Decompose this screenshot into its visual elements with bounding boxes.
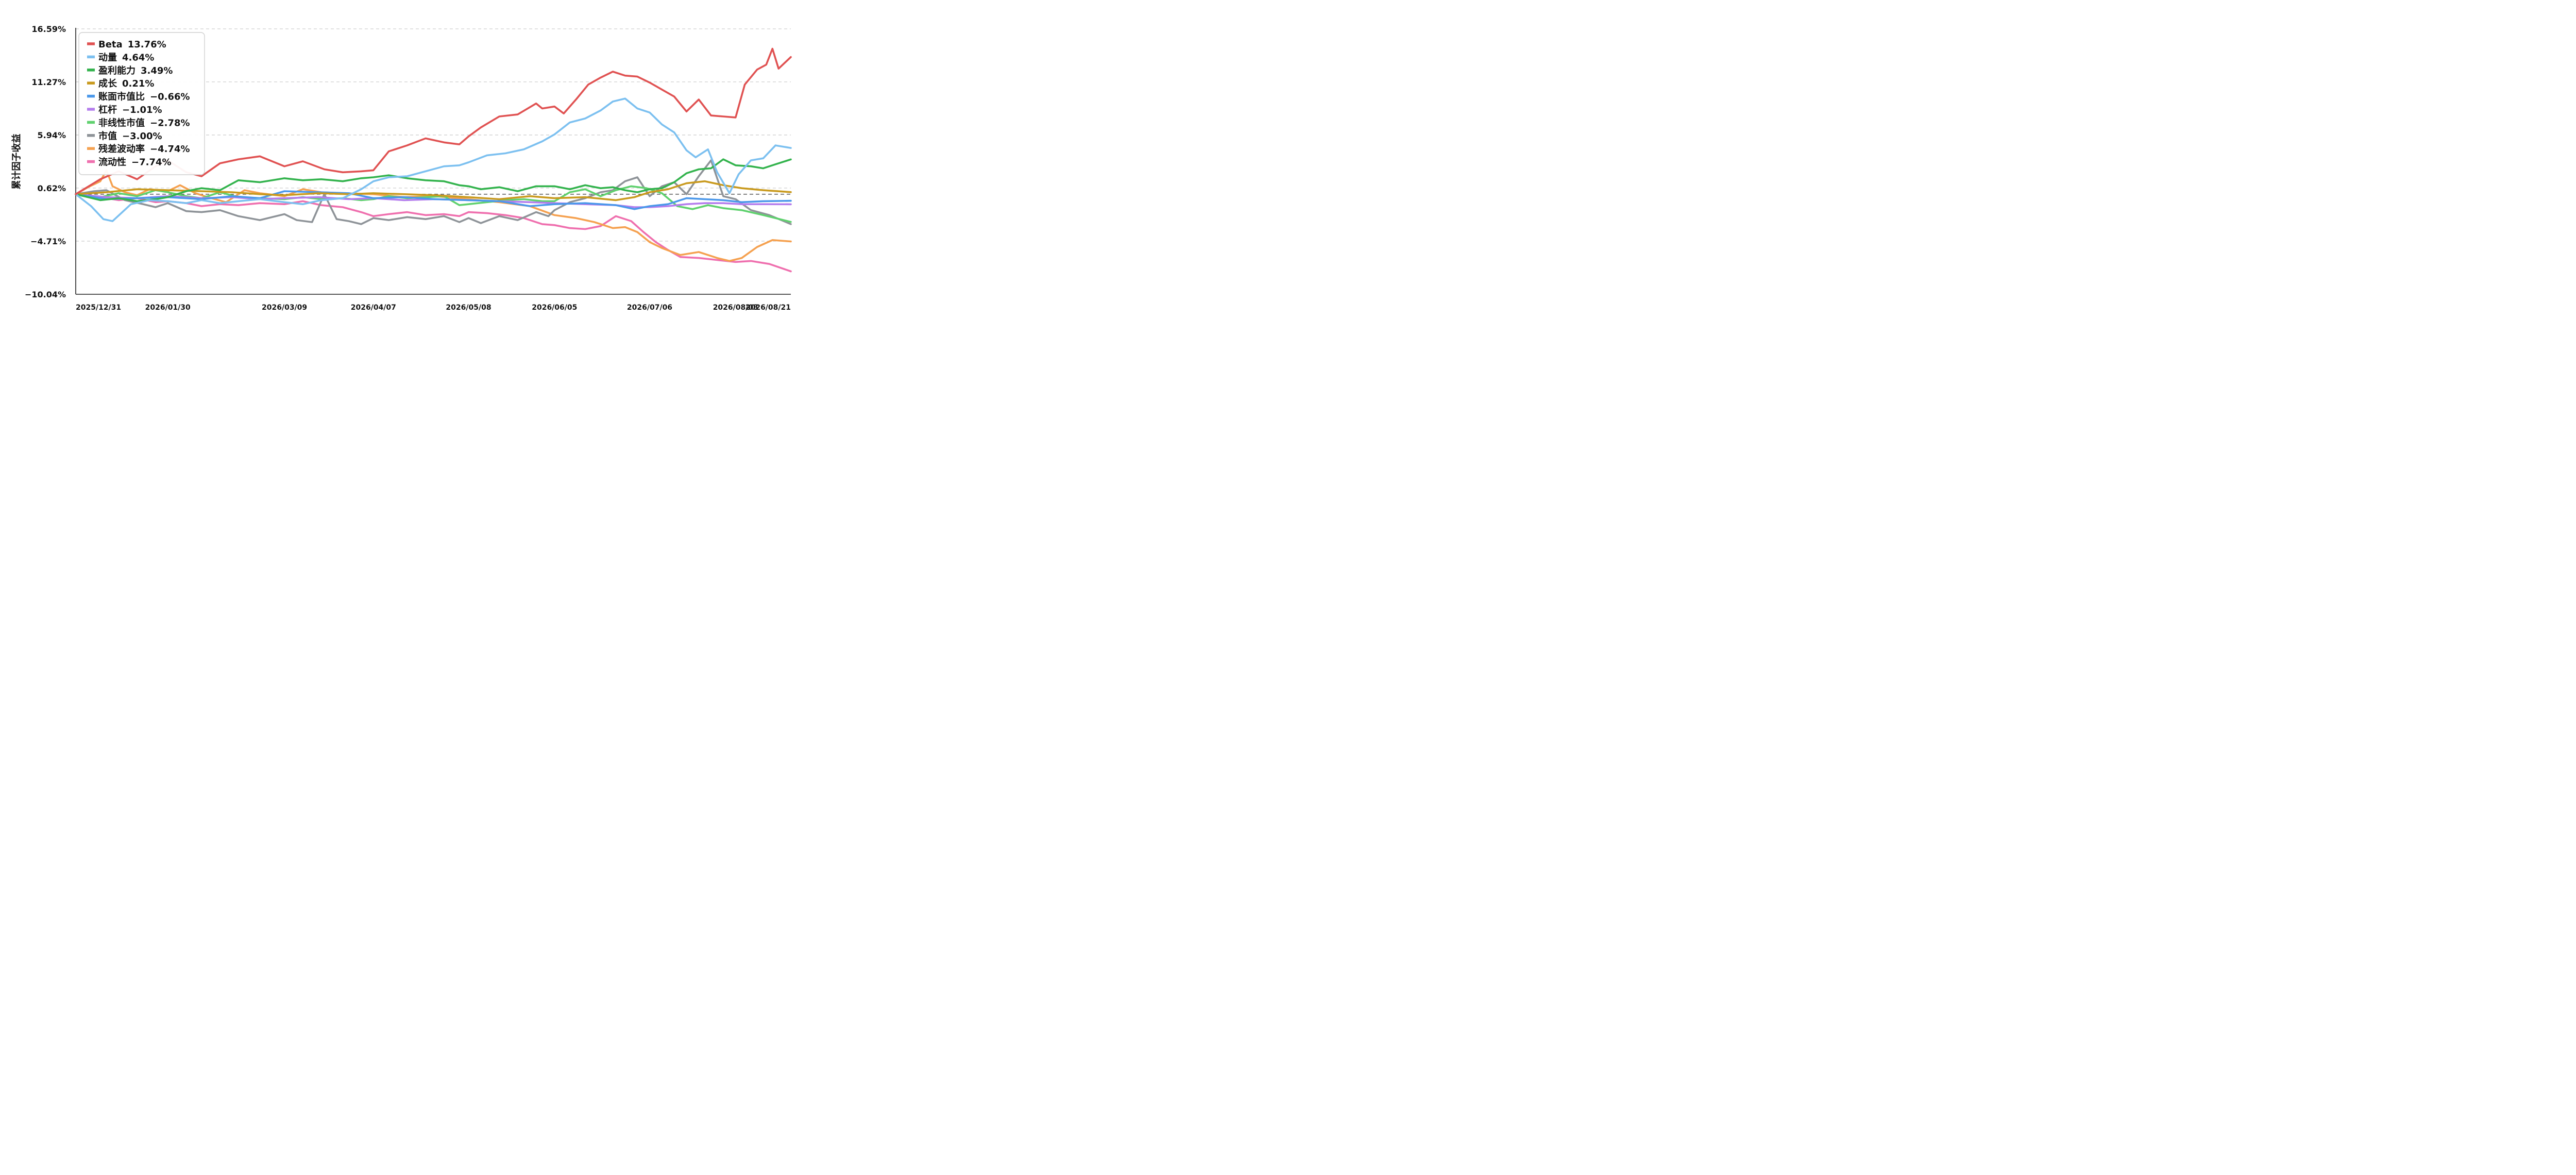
y-tick-label: 16.59% [31, 24, 66, 34]
legend-label: 非线性市值 −2.78% [98, 117, 190, 128]
legend-label: 账面市值比 −0.66% [98, 91, 190, 103]
legend-label: Beta 13.76% [98, 39, 166, 50]
legend-series-name: 非线性市值 [98, 117, 145, 128]
chart-canvas: 16.59% 11.27% 5.94% 0.62% −4.71% −10.04% 2025/… [11, 24, 792, 312]
legend-series-value: 3.49% [141, 65, 173, 76]
y-tick-label: 0.62% [37, 183, 66, 193]
legend-label: 流动性 −7.74% [98, 157, 172, 168]
legend-series-value: −2.78% [150, 118, 190, 128]
y-tick-label: 11.27% [31, 77, 66, 87]
legend-label: 盈利能力 3.49% [98, 65, 173, 76]
x-tick-label: 2026/01/30 [145, 304, 191, 312]
legend-series-name: 流动性 [98, 157, 126, 168]
x-tick-label: 2026/08/03 [713, 304, 758, 312]
series-line-3 [75, 158, 792, 203]
legend-label: 市值 −3.00% [98, 130, 162, 142]
y-tick-label: −10.04% [25, 290, 66, 299]
legend-series-name: Beta [98, 39, 123, 50]
x-tick-label: 2026/08/21 [745, 304, 791, 312]
legend-series-value: 0.21% [122, 78, 154, 89]
legend-series-value: 4.64% [122, 52, 154, 63]
legend-series-name: 动量 [98, 52, 117, 63]
legend-label: 杠杆 −1.01% [98, 104, 162, 115]
legend-series-value: 13.76% [128, 39, 166, 50]
legend-label: 动量 4.64% [98, 52, 154, 63]
x-tick-label: 2026/03/09 [262, 304, 307, 312]
x-tick-label: 2026/07/06 [627, 304, 672, 312]
y-axis-title: 累计因子收益 [11, 134, 22, 190]
legend-box [78, 32, 205, 175]
y-tick-label: −4.71% [30, 237, 66, 246]
y-tick-label: 5.94% [37, 130, 66, 140]
legend-series-value: −1.01% [122, 105, 162, 115]
legend-series-name: 残差波动率 [98, 143, 145, 155]
x-tick-label: 2026/04/07 [351, 304, 396, 312]
x-tick-label: 2026/06/05 [532, 304, 577, 312]
series-line-1 [75, 47, 792, 195]
x-tick-label: 2025/12/31 [76, 304, 121, 312]
series-line-2 [75, 97, 792, 222]
legend-series-name: 成长 [98, 78, 117, 89]
legend-series-value: −7.74% [131, 157, 172, 168]
x-tick-label: 2026/05/08 [446, 304, 491, 312]
series-line-5 [75, 190, 792, 210]
legend-series-value: −4.74% [150, 144, 190, 155]
legend-series-name: 账面市值比 [98, 91, 145, 103]
legend-series-value: −3.00% [122, 131, 162, 142]
factor-returns-chart: 16.59% 11.27% 5.94% 0.62% −4.71% −10.04% 2025/… [0, 0, 804, 339]
legend-label: 残差波动率 −4.74% [98, 143, 190, 155]
legend-series-name: 杠杆 [98, 104, 117, 115]
series-line-4 [75, 180, 792, 202]
series-line-10 [75, 193, 792, 273]
legend-series-value: −0.66% [150, 92, 190, 103]
legend-series-name: 盈利能力 [98, 65, 135, 76]
legend-series-name: 市值 [98, 130, 117, 142]
legend-label: 成长 0.21% [98, 78, 154, 89]
